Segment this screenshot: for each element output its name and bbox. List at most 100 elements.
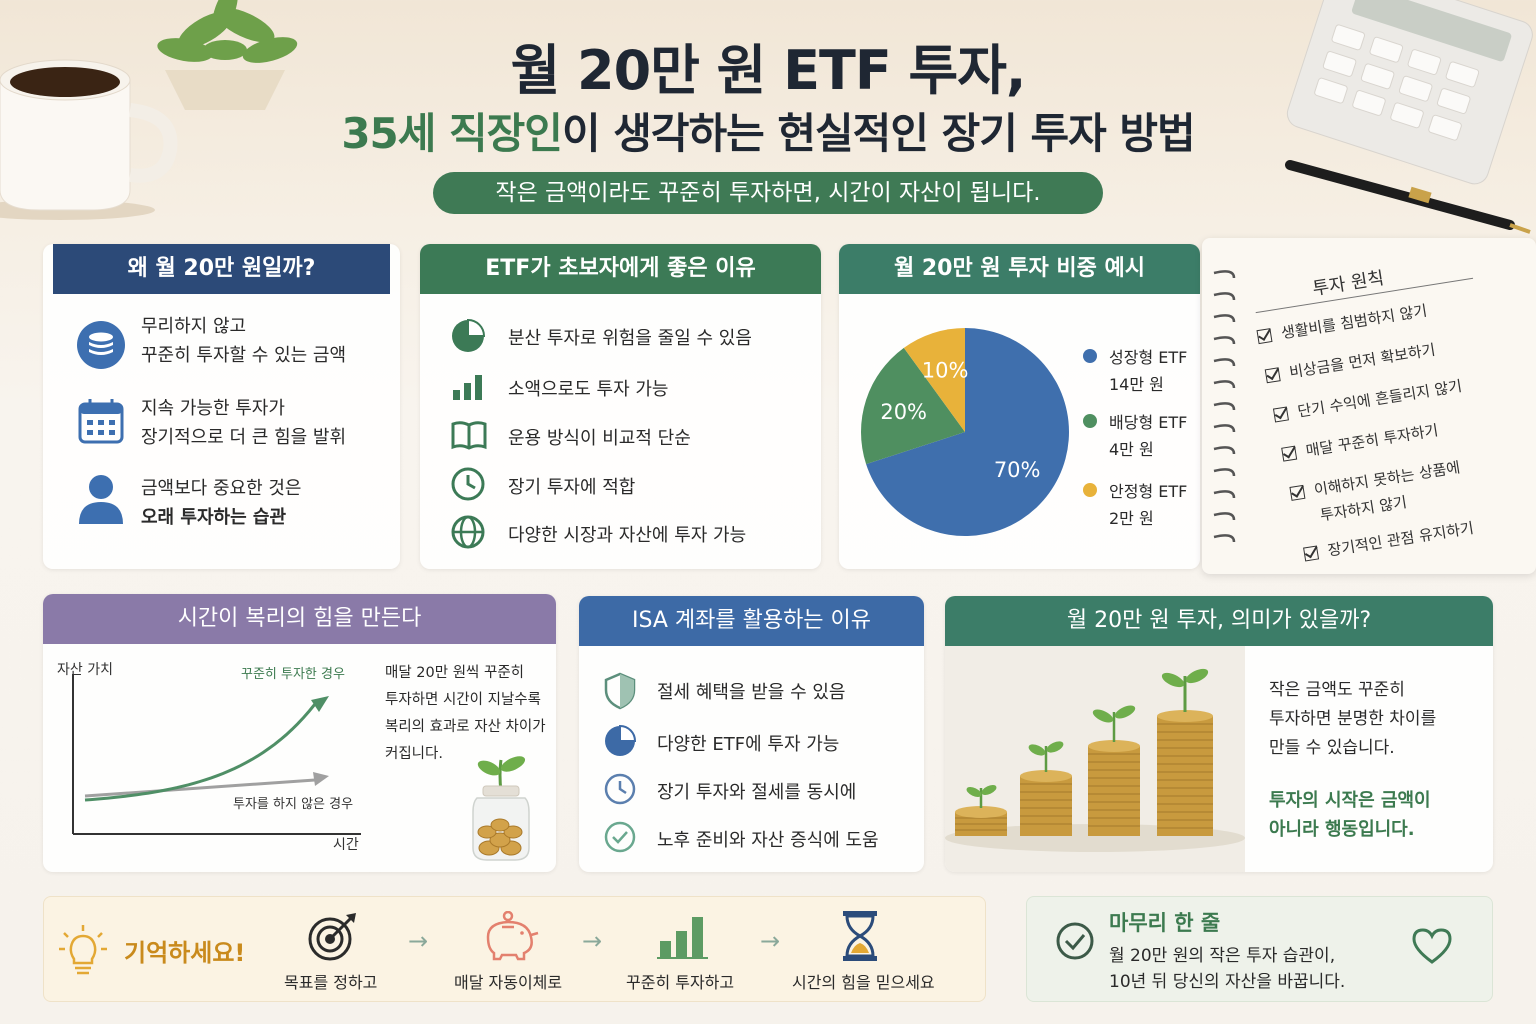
lightbulb-icon: [59, 925, 107, 975]
why-item-3-line1: 금액보다 중요한 것은: [141, 478, 302, 499]
etf-item-5: 다양한 시장과 자산에 투자 가능: [508, 525, 747, 546]
legend-growth-name: 성장형 ETF: [1109, 348, 1188, 367]
shield-icon: [604, 672, 636, 710]
check-icon: [1289, 484, 1306, 501]
compound-desc-line-3: 복리의 효과로 자산 차이가: [385, 719, 546, 735]
closing-box: 마무리 한 줄 월 20만 원의 작은 투자 습관이, 10년 뒤 당신의 자산…: [1026, 896, 1493, 1002]
check-circle-icon: [604, 821, 636, 853]
coffee-mug-image: [0, 59, 178, 220]
legend-item-growth: 성장형 ETF 14만 원: [1083, 344, 1187, 398]
arrow-right-icon: →: [582, 927, 603, 955]
y-axis-label: 자산 가치: [57, 662, 113, 678]
clock-icon: [451, 467, 485, 501]
meaning-card-title: 월 20만 원 투자, 의미가 있을까?: [945, 596, 1493, 646]
subtitle-rest: 이 생각하는 현실적인 장기 투자 방법: [561, 109, 1196, 158]
principles-content: 투자 원칙 생활비를 침범하지 않기 비상금을 먼저 확보하기 단기 수익에 흔…: [1218, 217, 1536, 596]
legend-stable-amount: 2만 원: [1109, 509, 1154, 528]
series-line-no-invest: [84, 778, 316, 798]
legend-item-stable: 안정형 ETF 2만 원: [1083, 478, 1187, 532]
meaning-highlight: 투자의 시작은 금액이 아니라 행동입니다.: [1269, 786, 1431, 844]
principle-item-2: 비상금을 먼저 확보하기: [1264, 339, 1437, 387]
tagline-pill: 작은 금액이라도 꾸준히 투자하면, 시간이 자산이 됩니다.: [433, 172, 1103, 214]
why-item-2-line2: 장기적으로 더 큰 힘을 발휘: [141, 427, 347, 448]
check-icon: [1256, 328, 1273, 345]
coins-icon: [77, 321, 125, 369]
check-icon: [1281, 445, 1298, 462]
isa-item-2: 다양한 ETF에 투자 가능: [657, 734, 840, 755]
isa-item-4: 노후 준비와 자산 증식에 도움: [657, 830, 879, 851]
closing-line-2: 10년 뒤 당신의 자산을 바꿉니다.: [1109, 972, 1346, 992]
pie-label-1: 70%: [994, 458, 1041, 482]
compound-card-title: 시간이 복리의 힘을 만든다: [43, 594, 556, 644]
etf-card: ETF가 초보자에게 좋은 이유 분산 투자로 위험을 줄일 수 있음 소액으로…: [420, 244, 821, 569]
remember-step-3: 꾸준히 투자하고: [626, 973, 735, 992]
compound-desc-line-1: 매달 20만 원씩 꾸준히: [385, 665, 524, 681]
heart-icon: [1412, 928, 1452, 964]
principles-notebook: 투자 원칙 생활비를 침범하지 않기 비상금을 먼저 확보하기 단기 수익에 흔…: [1202, 238, 1536, 574]
person-icon: [79, 475, 123, 524]
meaning-line-1: 작은 금액도 꾸준히: [1269, 680, 1405, 700]
allocation-card: 월 20만 원 투자 비중 예시 70% 20% 10% 성장형 ETF 14만 원…: [839, 244, 1200, 569]
pie-icon: [605, 724, 637, 756]
compound-desc-line-2: 투자하면 시간이 지날수록: [385, 692, 541, 708]
remember-bar: 기억하세요! 목표를 정하고 → 매달 자동이체로 → 꾸준히 투자하고 → 시…: [43, 896, 986, 1002]
arrow-right-icon: →: [760, 927, 781, 955]
notebook-spiral: [1213, 270, 1236, 543]
meaning-highlight-line-2: 아니라 행동입니다.: [1269, 819, 1415, 840]
remember-step-1: 목표를 정하고: [284, 973, 378, 992]
book-icon: [451, 421, 487, 450]
why-item-3: 금액보다 중요한 것은 오래 투자하는 습관: [141, 474, 301, 532]
etf-item-2: 소액으로도 투자 가능: [508, 379, 669, 400]
series-label-invest: 꾸준히 투자한 경우: [241, 667, 345, 682]
piggy-bank-icon: [486, 911, 539, 961]
etf-card-title: ETF가 초보자에게 좋은 이유: [420, 244, 821, 294]
compound-card: 시간이 복리의 힘을 만든다 자산 가치 시간 투자를 하지 않은 경우 꾸준히 투자…: [43, 594, 556, 872]
remember-step-4: 시간의 힘을 믿으세요: [792, 973, 935, 992]
principle-item-4: 매달 꾸준히 투자하기: [1281, 419, 1440, 464]
why-item-1: 무리하지 않고 꾸준히 투자할 수 있는 금액: [141, 312, 346, 370]
legend-dot-stable: [1083, 483, 1097, 497]
legend-dividend-amount: 4만 원: [1109, 440, 1154, 459]
closing-line-1: 월 20만 원의 작은 투자 습관이,: [1109, 946, 1336, 966]
x-axis-label: 시간: [333, 837, 359, 853]
compound-desc-line-4: 커집니다.: [385, 746, 443, 762]
etf-item-4: 장기 투자에 적합: [508, 477, 636, 498]
principle-item-3: 단기 수익에 흔들리지 않기: [1272, 375, 1463, 425]
check-icon: [1264, 367, 1281, 384]
hourglass-icon: [843, 911, 877, 961]
meaning-line-3: 만들 수 있습니다.: [1269, 738, 1395, 758]
meaning-line-2: 투자하면 분명한 차이를: [1269, 709, 1437, 729]
pie-slice-1: [866, 328, 1069, 536]
bar-chart-icon: [453, 375, 482, 400]
plant-image: [157, 0, 298, 110]
why-card-title: 왜 월 20만 원일까?: [53, 244, 390, 294]
calendar-icon: [78, 399, 124, 444]
closing-title: 마무리 한 줄: [1109, 911, 1221, 935]
pie-label-2: 20%: [880, 400, 927, 424]
check-circle-icon: [1056, 922, 1094, 960]
bar-chart-icon: [657, 917, 708, 959]
coin-jar-image: [472, 756, 530, 861]
arrow-right-icon: →: [408, 927, 429, 955]
pie-label-3: 10%: [922, 359, 969, 383]
why-item-1-line1: 무리하지 않고: [141, 316, 247, 337]
remember-label: 기억하세요!: [124, 939, 246, 967]
why-card: 왜 월 20만 원일까? 무리하지 않고 꾸준히 투자할 수 있는 금액 지속 …: [43, 244, 400, 569]
series-line-invest: [84, 703, 317, 802]
globe-icon: [451, 515, 485, 549]
isa-card-title: ISA 계좌를 활용하는 이유: [579, 596, 924, 646]
meaning-highlight-line-1: 투자의 시작은 금액이: [1269, 790, 1431, 811]
pie-icon: [452, 318, 486, 352]
isa-item-3: 장기 투자와 절세를 동시에: [657, 782, 857, 803]
principle-item-1: 생활비를 침범하지 않기: [1256, 299, 1429, 347]
series-arrow-invest: [311, 696, 329, 712]
clock-icon: [604, 773, 636, 805]
target-icon: [308, 913, 356, 961]
check-icon: [1303, 545, 1320, 562]
legend-stable-name: 안정형 ETF: [1109, 482, 1188, 501]
isa-card: ISA 계좌를 활용하는 이유 절세 혜택을 받을 수 있음 다양한 ETF에 …: [579, 596, 924, 872]
check-icon: [1272, 406, 1289, 423]
pie-slice-2: [861, 347, 965, 465]
pie-slice-3: [903, 328, 965, 432]
